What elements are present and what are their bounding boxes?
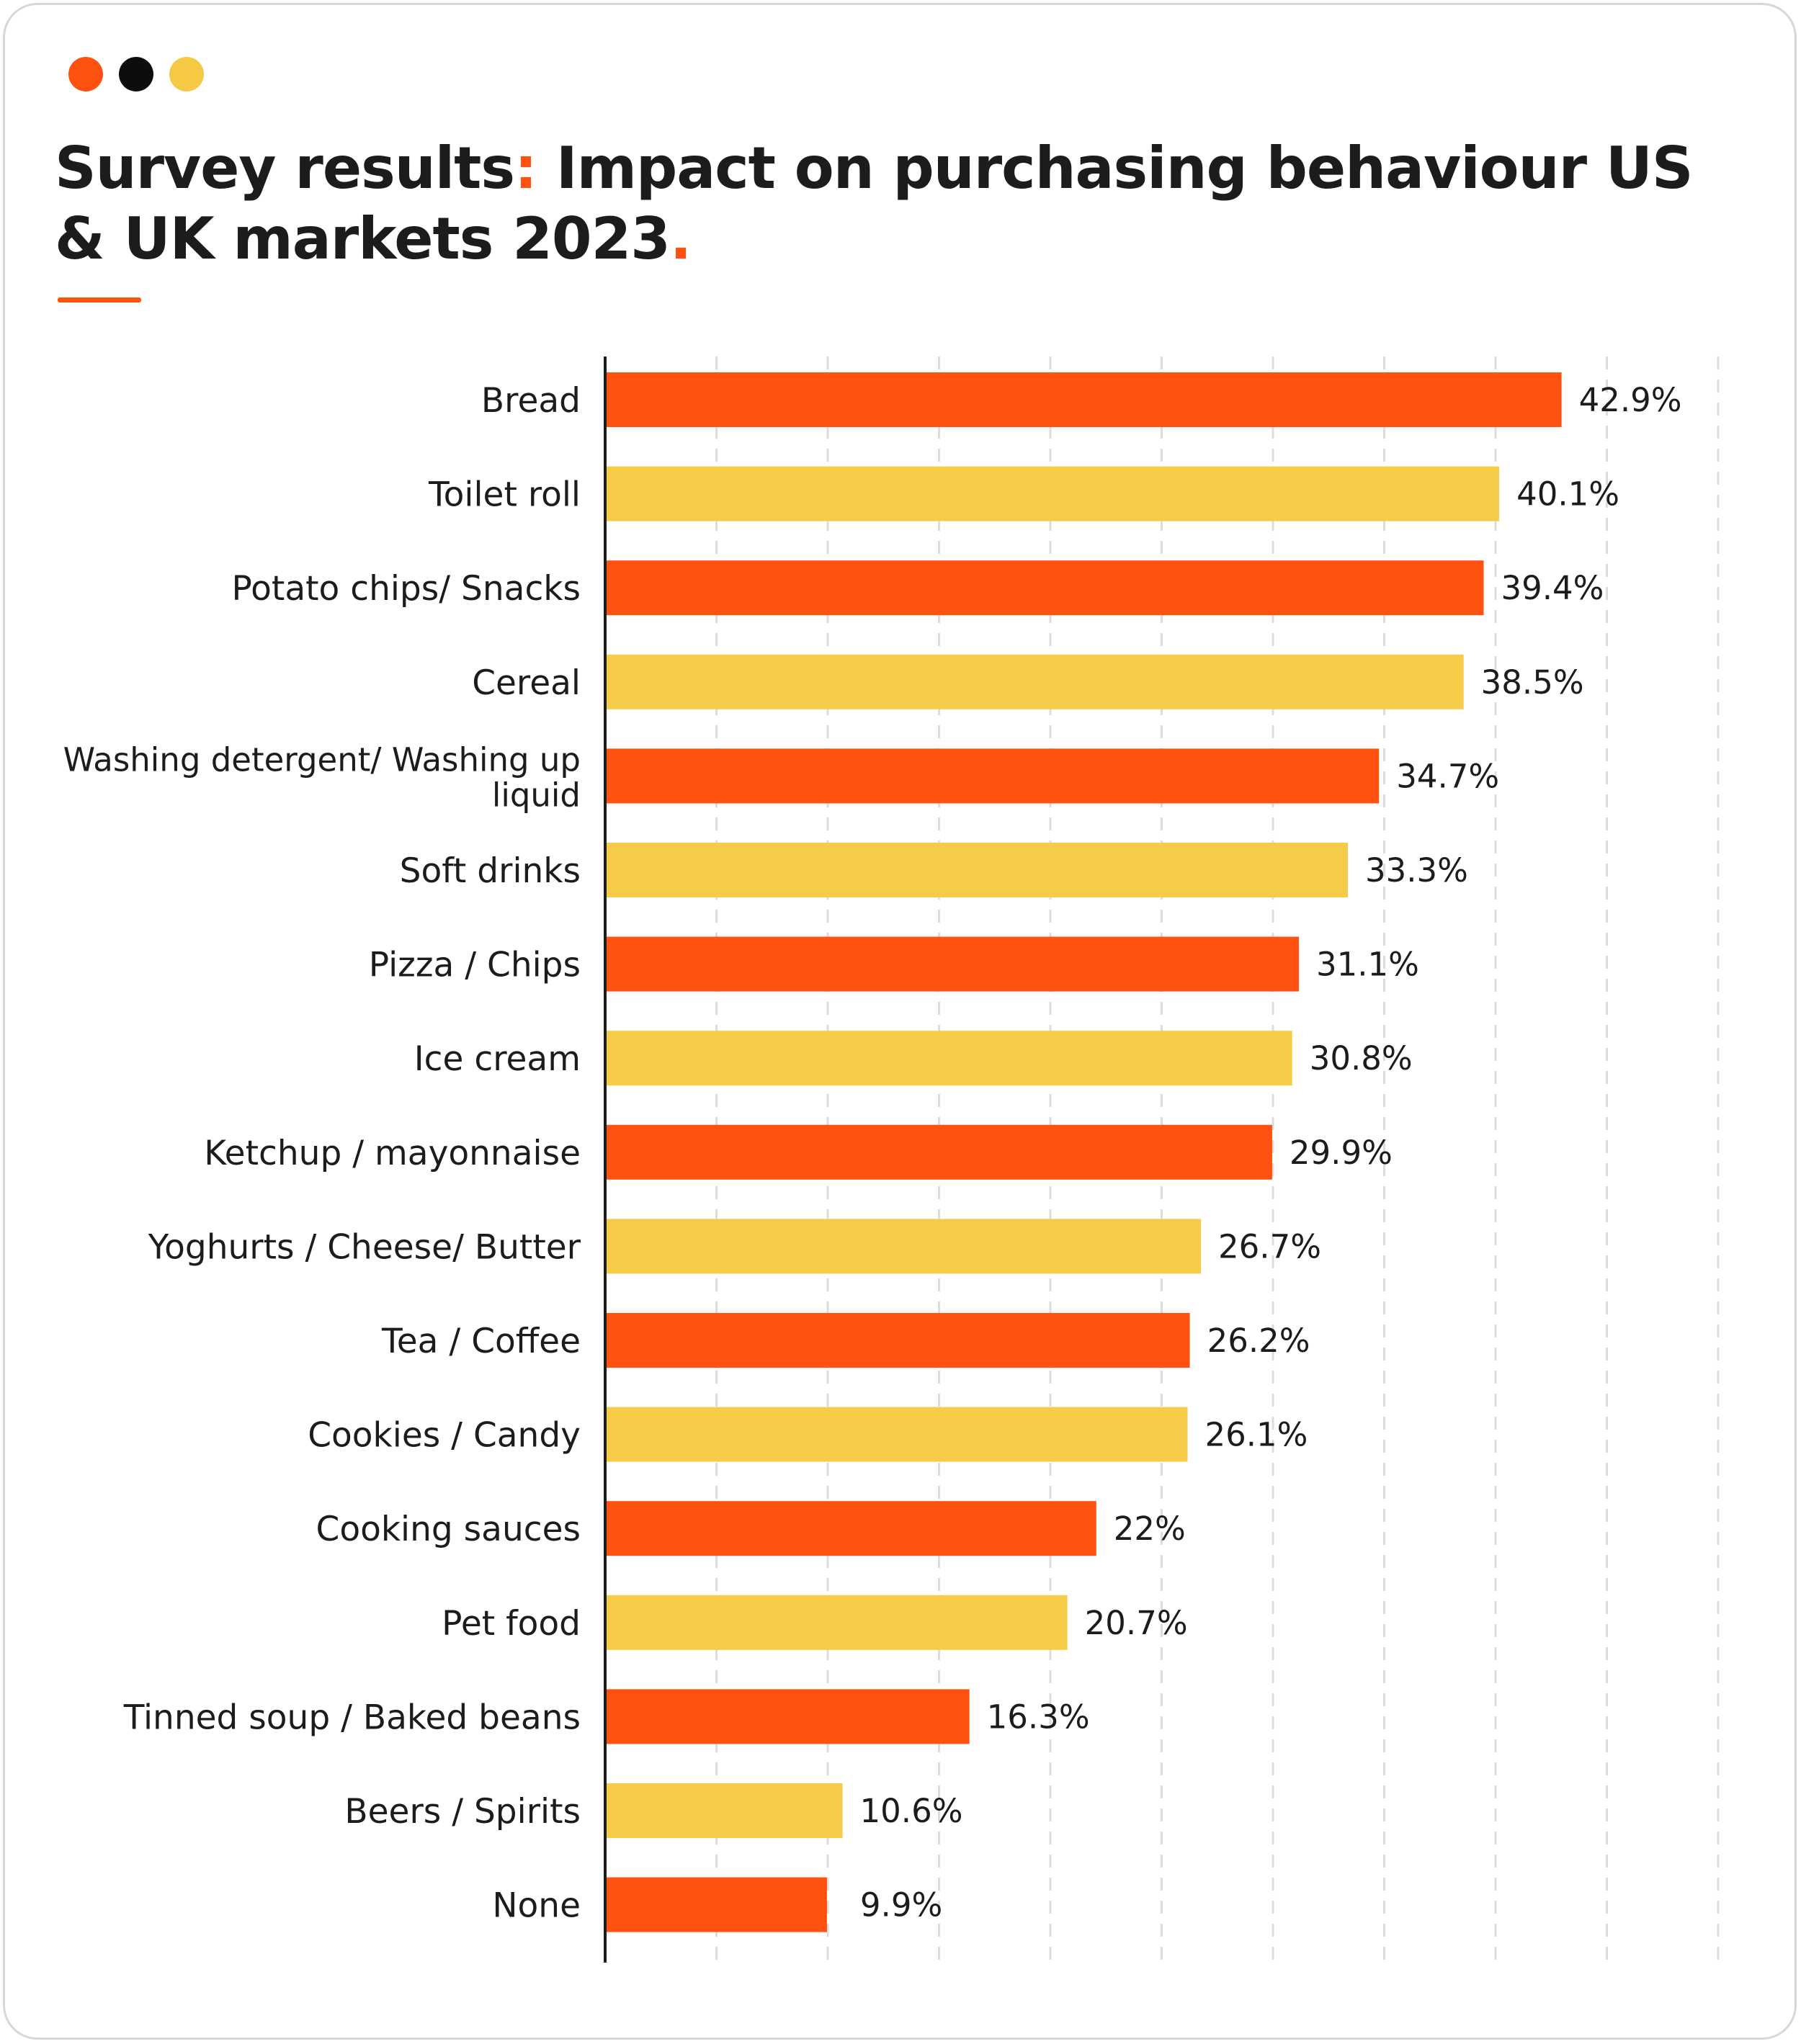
value-label: 42.9% bbox=[1579, 381, 1682, 419]
value-label: 20.7% bbox=[1085, 1604, 1188, 1642]
bar bbox=[607, 936, 1299, 992]
category-label: Toilet roll bbox=[428, 475, 581, 515]
orange-dot bbox=[68, 57, 103, 91]
value-label: 33.3% bbox=[1365, 851, 1468, 889]
bar bbox=[607, 1689, 970, 1744]
value-label: 30.8% bbox=[1310, 1039, 1413, 1077]
category-label: Potato chips/ Snacks bbox=[231, 569, 581, 609]
value-label: 22% bbox=[1114, 1510, 1186, 1548]
bar bbox=[607, 1407, 1188, 1462]
bar bbox=[607, 1031, 1292, 1086]
title-period: . bbox=[669, 205, 692, 272]
value-label: 26.2% bbox=[1207, 1322, 1310, 1360]
category-label: Ketchup / mayonnaise bbox=[204, 1134, 581, 1173]
value-label: 34.7% bbox=[1396, 757, 1499, 795]
title-part1: Survey results bbox=[55, 135, 515, 202]
bar bbox=[607, 1219, 1202, 1274]
title-part2: Impact on purchasing behaviour US & UK m… bbox=[55, 135, 1693, 272]
category-label: Washing detergent/ Washing up liquid bbox=[63, 740, 581, 814]
category-label: Tinned soup / Baked beans bbox=[123, 1698, 581, 1737]
bars bbox=[607, 372, 1562, 1932]
category-label: Pet food bbox=[442, 1604, 581, 1644]
value-label: 39.4% bbox=[1501, 569, 1604, 607]
bar bbox=[607, 1501, 1096, 1556]
bar bbox=[607, 466, 1500, 521]
value-label: 40.1% bbox=[1516, 475, 1619, 514]
black-dot bbox=[119, 57, 153, 91]
category-label: Beers / Spirits bbox=[344, 1792, 581, 1832]
category-label: Cookies / Candy bbox=[308, 1416, 581, 1456]
value-labels: 42.9% 40.1% 39.4% 38.5% 34.7% 33.3% 31.1% 30.8%… bbox=[860, 381, 1682, 1924]
title-colon: : bbox=[514, 135, 537, 202]
category-label: None bbox=[492, 1886, 581, 1926]
window-dots bbox=[68, 57, 204, 91]
title-underline bbox=[58, 297, 141, 302]
bar bbox=[607, 372, 1562, 427]
value-label: 26.7% bbox=[1218, 1227, 1321, 1265]
bar bbox=[607, 843, 1348, 897]
value-label: 10.6% bbox=[860, 1792, 963, 1830]
category-label: Cooking sauces bbox=[316, 1510, 581, 1549]
chart-title: Survey results: Impact on purchasing beh… bbox=[55, 133, 1712, 274]
category-label: Pizza / Chips bbox=[369, 946, 581, 985]
value-label: 9.9% bbox=[860, 1886, 942, 1924]
bar bbox=[607, 560, 1484, 616]
bar bbox=[607, 748, 1380, 804]
category-label: Ice cream bbox=[414, 1039, 581, 1079]
bar bbox=[607, 1783, 843, 1838]
bar bbox=[607, 1877, 827, 1932]
value-label: 38.5% bbox=[1481, 663, 1584, 701]
category-label: Tea / Coffee bbox=[381, 1322, 581, 1361]
bar bbox=[607, 1595, 1068, 1650]
value-label: 16.3% bbox=[987, 1698, 1090, 1736]
bar bbox=[607, 1313, 1190, 1368]
yellow-dot bbox=[169, 57, 204, 91]
value-label: 31.1% bbox=[1316, 946, 1419, 984]
category-label: Bread bbox=[481, 381, 581, 421]
bar bbox=[607, 654, 1464, 709]
value-label: 26.1% bbox=[1205, 1416, 1308, 1454]
category-labels: Bread Toilet roll Potato chips/ Snacks Cere… bbox=[63, 381, 581, 1926]
category-label: Cereal bbox=[472, 663, 581, 703]
value-label: 29.9% bbox=[1290, 1134, 1393, 1172]
category-label: Soft drinks bbox=[400, 851, 581, 891]
bar bbox=[607, 1124, 1272, 1180]
category-label: Yoghurts / Cheese/ Butter bbox=[148, 1227, 581, 1267]
